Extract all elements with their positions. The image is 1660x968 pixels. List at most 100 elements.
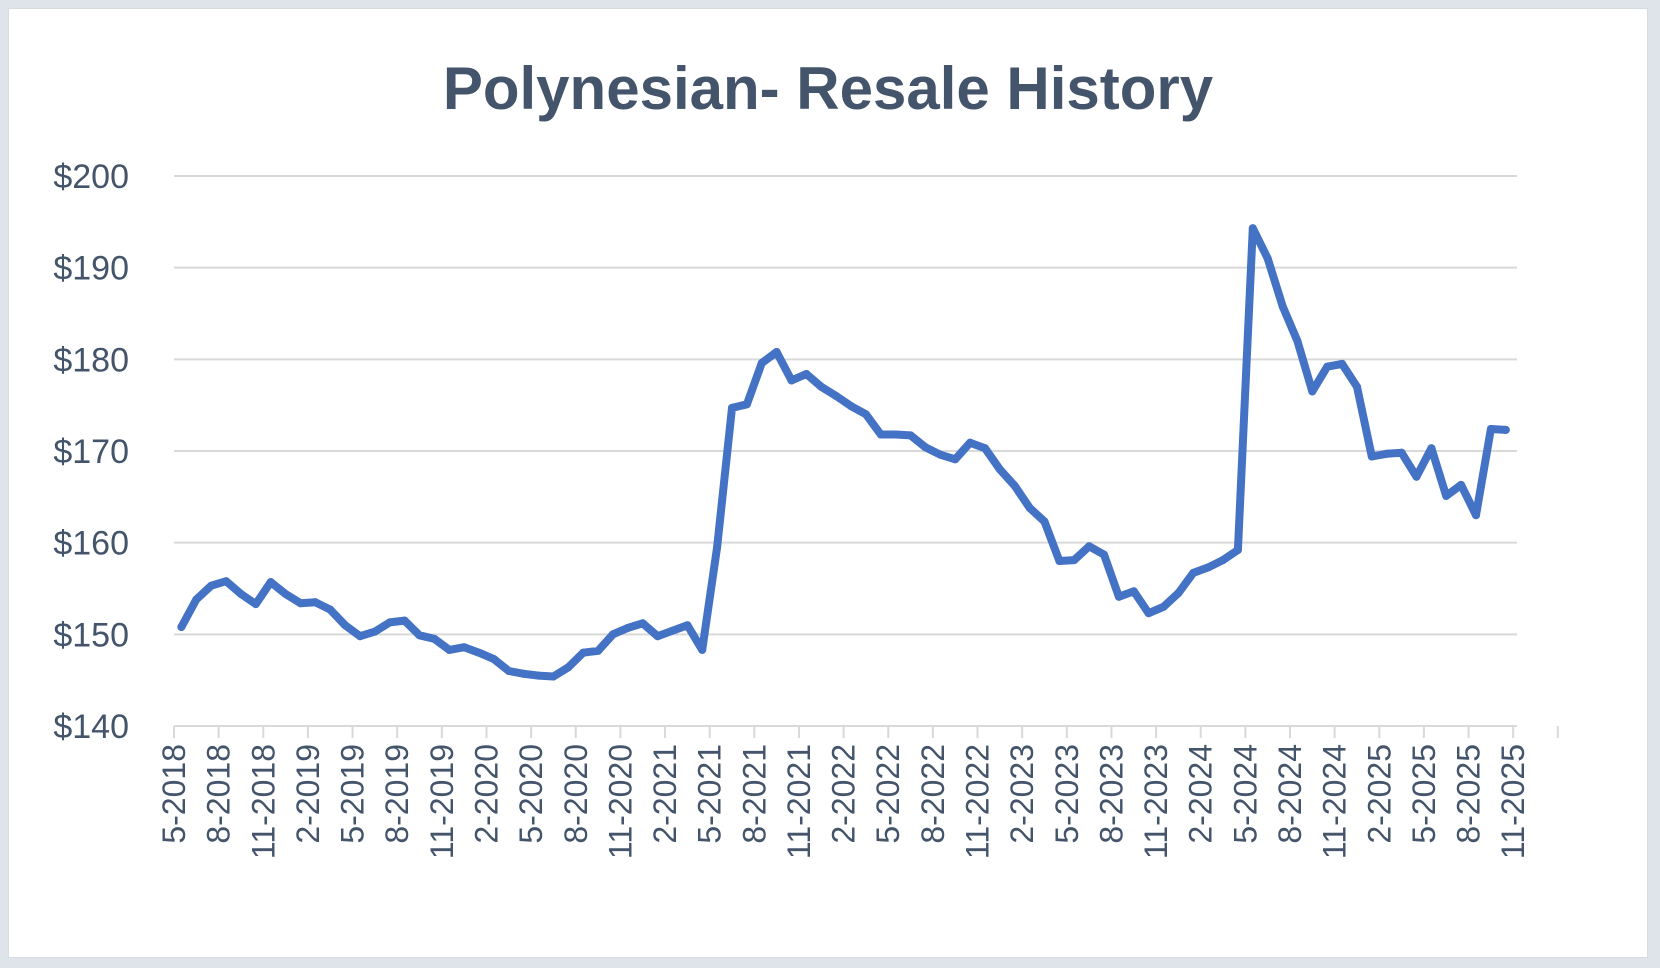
x-tick-label: 8-2025	[1451, 744, 1487, 844]
line-chart: Polynesian- Resale History $140$150$160$…	[53, 55, 1559, 859]
data-point	[1159, 602, 1168, 611]
x-tick-label: 2-2019	[290, 744, 326, 844]
x-tick-label: 2-2025	[1361, 744, 1397, 844]
x-tick-label: 5-2021	[692, 744, 728, 844]
data-point	[460, 643, 469, 652]
x-tick-label: 8-2021	[736, 744, 772, 844]
data-point	[861, 410, 870, 419]
x-tick-label: 11-2025	[1495, 744, 1531, 859]
data-point	[1204, 563, 1213, 572]
data-point	[1055, 557, 1064, 565]
data-point	[638, 619, 647, 628]
data-point	[1427, 444, 1436, 453]
data-point	[891, 430, 900, 439]
x-tick-label: 5-2018	[156, 744, 192, 844]
data-point	[1367, 452, 1376, 461]
x-tick-label: 8-2023	[1093, 744, 1129, 844]
data-point	[564, 663, 573, 672]
data-point	[1263, 254, 1272, 263]
x-tick-label: 5-2025	[1406, 744, 1442, 844]
data-point	[370, 627, 379, 636]
data-point	[995, 465, 1004, 474]
data-point	[1412, 472, 1421, 481]
data-point	[281, 590, 290, 598]
x-tick-label: 5-2022	[870, 744, 906, 844]
data-point	[1100, 550, 1108, 559]
data-point	[787, 376, 796, 385]
x-tick-label: 11-2018	[245, 744, 281, 859]
data-point	[1338, 359, 1347, 368]
x-tick-label: 11-2020	[602, 744, 638, 859]
data-point	[549, 672, 558, 681]
chart-title: Polynesian- Resale History	[443, 55, 1214, 122]
data-point	[802, 370, 811, 378]
data-point	[1248, 224, 1257, 233]
data-point	[906, 431, 915, 440]
data-point	[251, 600, 260, 609]
data-point	[951, 455, 960, 464]
chart-frame: Polynesian- Resale History $140 $150 $160 $…	[8, 8, 1648, 958]
data-point	[192, 595, 201, 604]
data-point	[519, 669, 528, 678]
data-point	[668, 626, 677, 635]
data-point	[623, 623, 632, 632]
data-point	[847, 402, 855, 411]
y-tick-label: $140	[53, 708, 129, 746]
data-point	[1219, 556, 1227, 565]
data-point	[1308, 387, 1317, 396]
series-group	[177, 224, 1510, 681]
data-point	[1323, 362, 1332, 371]
y-tick-label: $160	[53, 525, 129, 563]
data-point	[475, 648, 483, 657]
y-tick-label: $190	[53, 250, 129, 288]
data-point	[385, 618, 394, 627]
data-point	[594, 646, 603, 655]
data-point	[981, 444, 989, 453]
x-tick-label: 2-2022	[826, 744, 862, 844]
x-tick-label: 8-2022	[915, 744, 951, 844]
x-tick-label: 2-2023	[1004, 744, 1040, 844]
y-axis-ticks: $140 $150 $160 $170 $180 $190 $200	[53, 158, 129, 746]
data-point	[311, 598, 320, 607]
data-point	[400, 616, 409, 625]
x-tick-label: 11-2023	[1138, 744, 1174, 859]
data-point	[1233, 546, 1242, 554]
data-point	[430, 634, 439, 643]
y-tick-label: $170	[53, 433, 129, 471]
data-point	[757, 359, 766, 367]
x-tick-label: 8-2018	[201, 744, 237, 844]
data-point	[653, 632, 662, 641]
data-point	[266, 578, 275, 587]
x-tick-label: 8-2019	[379, 744, 415, 844]
data-point	[1442, 491, 1451, 500]
y-tick-label: $150	[53, 616, 129, 654]
x-tick-label: 5-2019	[335, 744, 371, 844]
data-point	[445, 645, 454, 654]
data-point	[1070, 556, 1079, 565]
gridlines	[174, 175, 1517, 636]
data-point	[936, 450, 945, 459]
data-point	[1501, 425, 1510, 434]
x-tick-label: 5-2020	[513, 744, 549, 844]
data-point	[876, 430, 885, 439]
x-tick-label: 11-2024	[1317, 744, 1353, 859]
data-point	[1293, 337, 1302, 345]
x-tick-label: 2-2020	[468, 744, 504, 844]
x-tick-label: 2-2021	[647, 744, 683, 844]
data-point	[1085, 542, 1094, 551]
x-axis-ticks: 5-2018 8-2018 11-2018 2-2019 5-2019 8-2019 11-…	[156, 744, 1531, 859]
y-tick-label: $180	[53, 341, 129, 379]
data-point	[534, 671, 543, 680]
data-point	[1353, 382, 1361, 391]
x-axis	[173, 725, 1559, 738]
data-point	[742, 400, 751, 409]
data-point	[1397, 448, 1406, 457]
data-point	[966, 438, 975, 447]
y-tick-label: $200	[53, 158, 129, 196]
data-point	[1457, 480, 1466, 489]
data-point	[341, 621, 350, 630]
data-point	[1382, 449, 1391, 458]
x-tick-label: 2-2024	[1183, 744, 1219, 844]
data-point	[1129, 587, 1138, 596]
data-point	[1278, 302, 1287, 311]
